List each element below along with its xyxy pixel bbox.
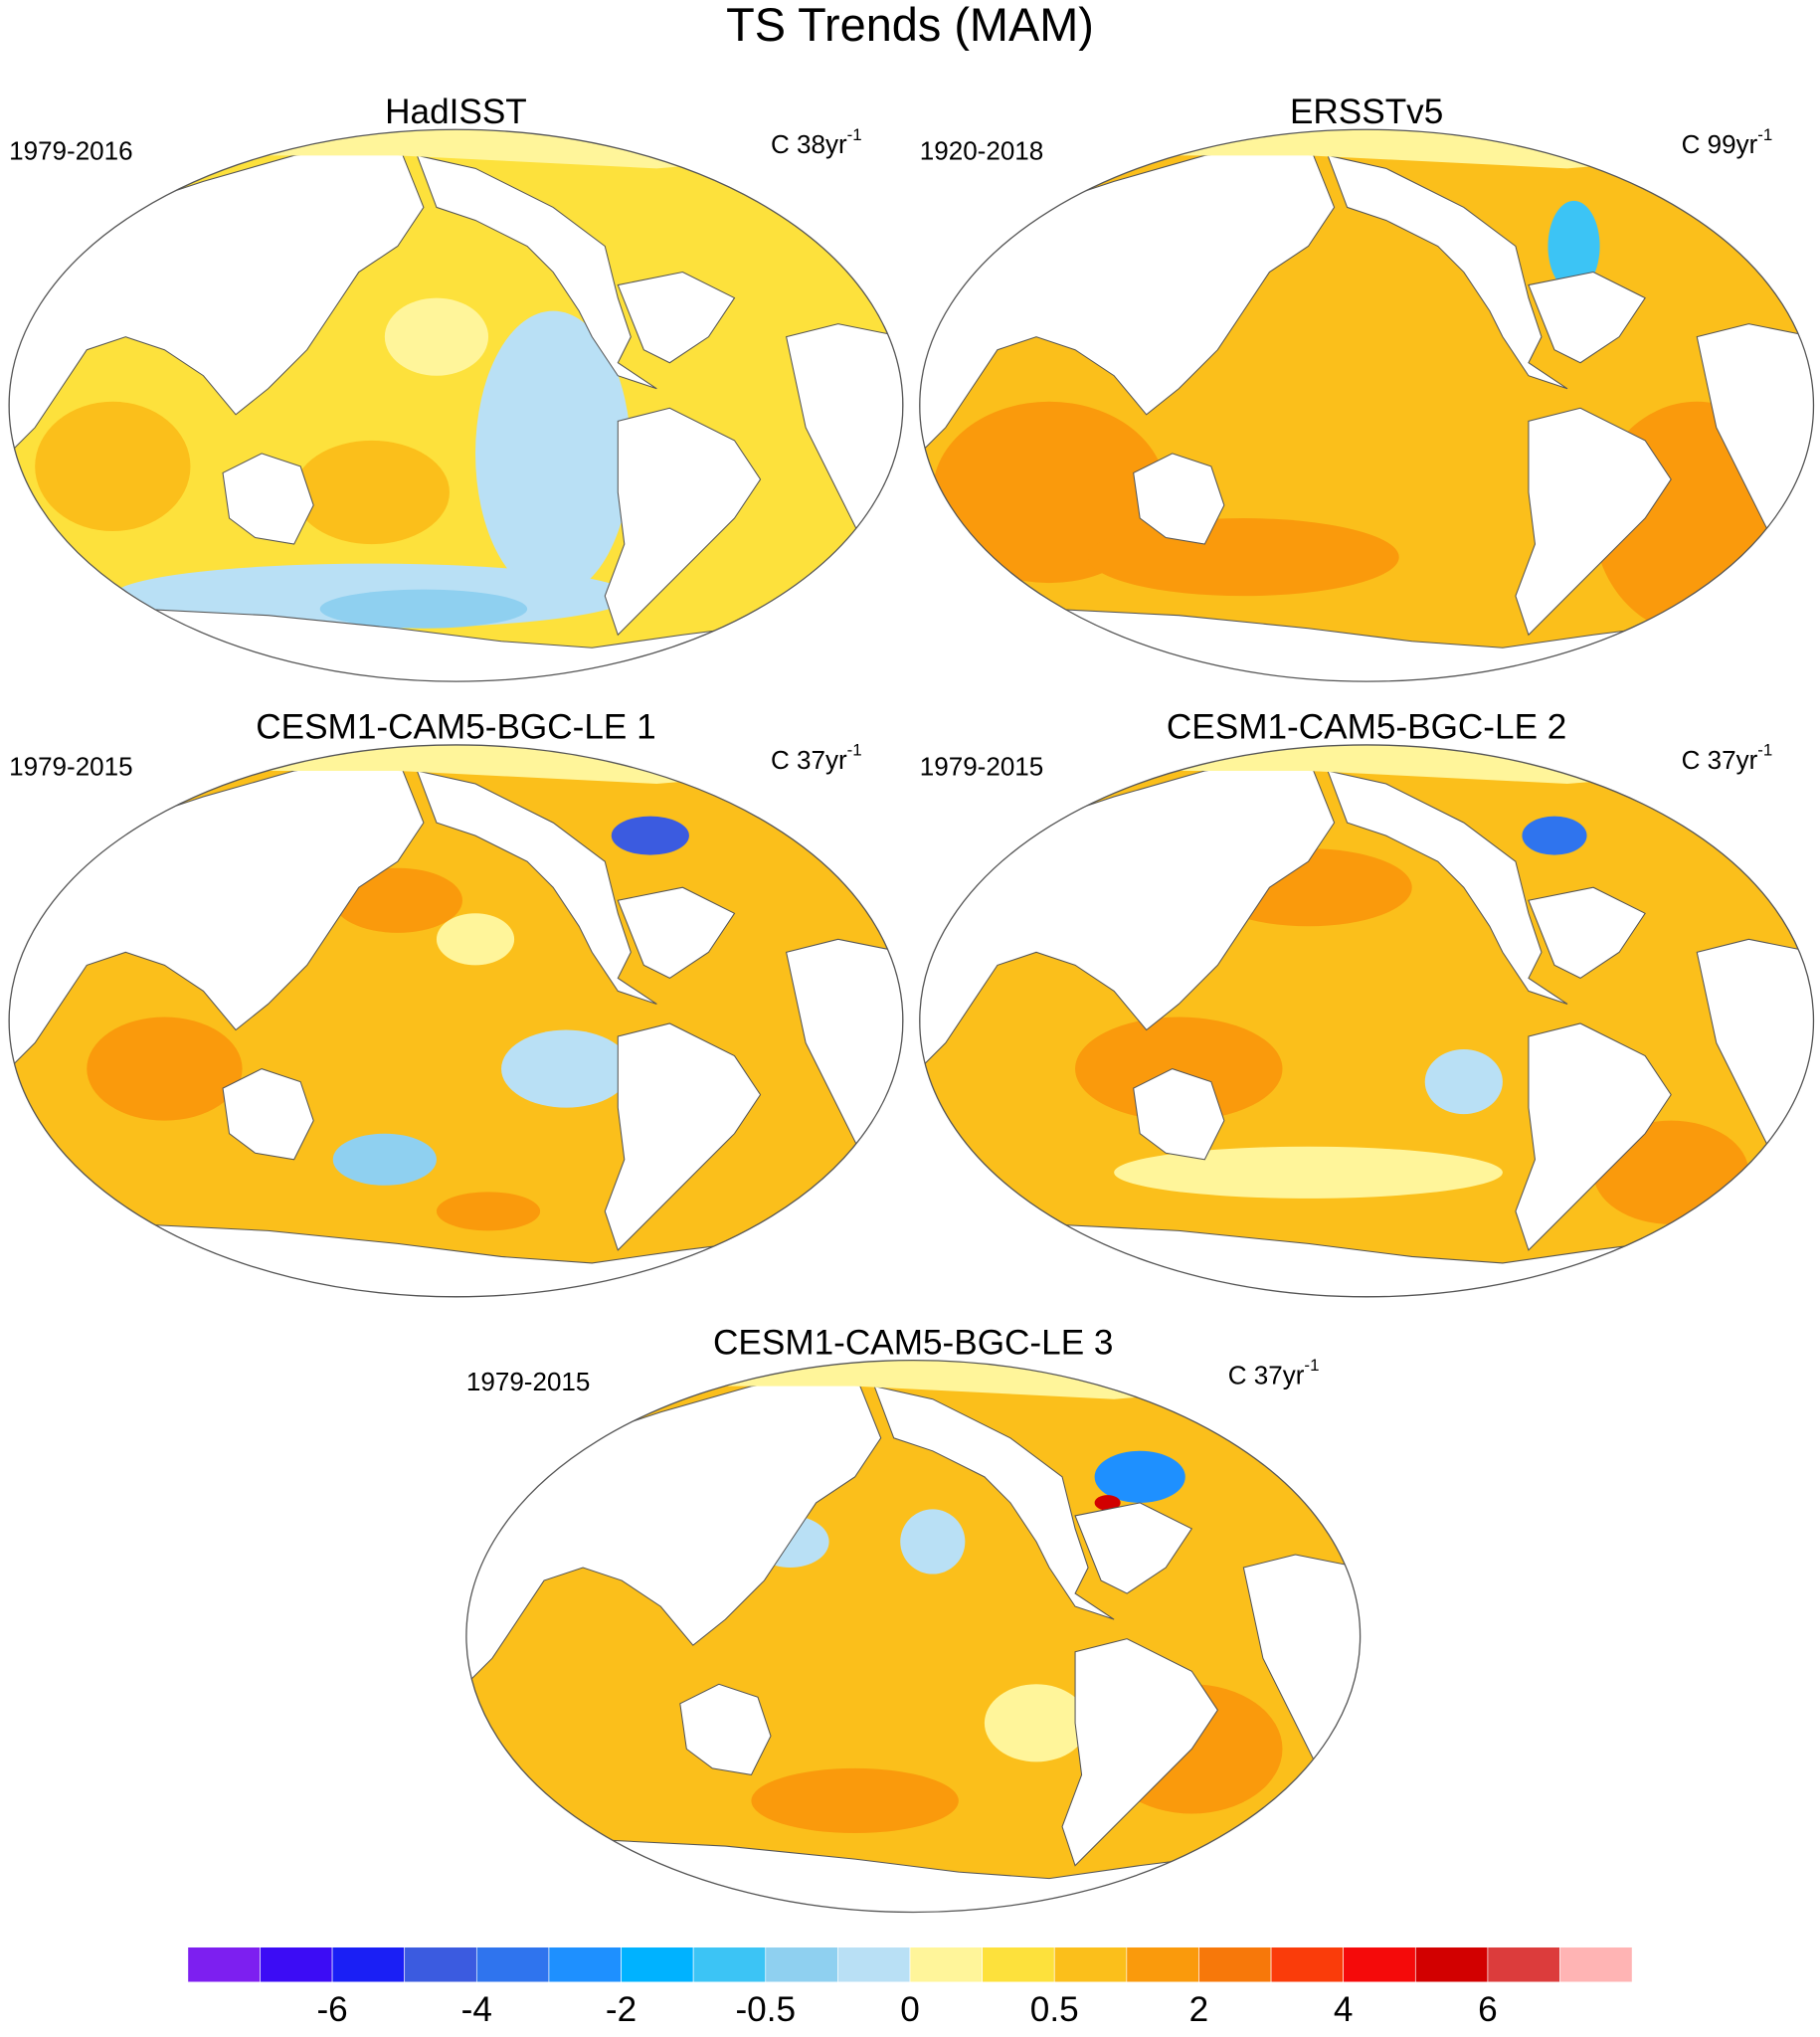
period-label: 1979-2015 — [466, 1367, 591, 1396]
map — [919, 129, 1814, 682]
trend-region — [319, 589, 528, 629]
trend-region — [984, 1684, 1089, 1762]
colorbar-box — [548, 1946, 622, 1983]
units-exponent: -1 — [847, 125, 862, 144]
colorbar-tick-label: 0.5 — [1030, 1990, 1079, 2029]
map-panel: ERSSTv5 1920-2018 C 99yr-1 — [919, 93, 1815, 682]
period-label: 1920-2018 — [920, 136, 1044, 166]
colorbar-box — [1343, 1946, 1416, 1983]
trend-region — [1094, 1495, 1121, 1511]
colorbar-box — [260, 1946, 333, 1983]
panel-title: CESM1-CAM5-BGC-LE 2 — [1167, 708, 1566, 747]
trend-region — [35, 401, 191, 532]
map-border — [8, 128, 904, 682]
colorbar-box — [982, 1946, 1055, 1983]
trend-region — [501, 1029, 632, 1108]
units: C 37yr — [1228, 1360, 1305, 1389]
map — [9, 129, 903, 682]
panel-title: CESM1-CAM5-BGC-LE 1 — [256, 708, 655, 747]
trend-region — [611, 816, 689, 855]
trend-region — [932, 401, 1167, 584]
map-panel: CESM1-CAM5-BGC-LE 1 1979-2015 C 37yr-1 — [8, 708, 904, 1298]
units-exponent: -1 — [1757, 125, 1772, 144]
colorbar-box — [404, 1946, 477, 1983]
trend-region — [332, 1133, 437, 1186]
trend-region — [384, 297, 489, 376]
colorbar-tick-label: 4 — [1334, 1990, 1354, 2029]
trend-region — [436, 913, 515, 966]
period-label: 1979-2016 — [9, 136, 133, 166]
units: C 99yr — [1682, 129, 1758, 159]
panel-title: HadISST — [385, 93, 527, 131]
colorbar-box — [187, 1946, 261, 1983]
units-label: C 37yr-1 — [1228, 1357, 1320, 1390]
colorbar-box — [1053, 1946, 1128, 1983]
colorbar-box — [1487, 1946, 1560, 1983]
colorbar-tick-label: 0 — [900, 1990, 920, 2029]
colorbar-tick-label: 6 — [1478, 1990, 1498, 2029]
map-border — [8, 744, 904, 1298]
colorbar-box — [1270, 1946, 1345, 1983]
trend-region — [87, 1017, 243, 1121]
units-label: C 37yr-1 — [1682, 741, 1773, 775]
colorbar-tick-label: 2 — [1189, 1990, 1209, 2029]
colorbar-box — [765, 1946, 838, 1983]
units-exponent: -1 — [1304, 1357, 1319, 1376]
trend-region — [1088, 518, 1399, 597]
units: C 38yr — [771, 129, 847, 159]
map-border — [919, 744, 1815, 1298]
colorbar-box — [1198, 1946, 1272, 1983]
trend-region — [475, 310, 632, 597]
units-label: C 99yr-1 — [1682, 125, 1773, 159]
colorbar-box — [621, 1946, 694, 1983]
units-label: C 38yr-1 — [771, 125, 862, 159]
map — [919, 744, 1814, 1297]
map — [9, 744, 903, 1297]
units: C 37yr — [771, 745, 847, 775]
trend-region — [1075, 1017, 1283, 1121]
trend-region — [1547, 200, 1600, 292]
trend-region — [1094, 1450, 1185, 1503]
colorbar-box — [331, 1946, 406, 1983]
map-border — [919, 128, 1815, 682]
colorbar-tick-label: -6 — [316, 1990, 347, 2029]
colorbar-box — [692, 1946, 767, 1983]
colorbar-box — [909, 1946, 983, 1983]
colorbar-tick-label: -4 — [461, 1990, 492, 2029]
panel-title: CESM1-CAM5-BGC-LE 3 — [713, 1323, 1113, 1362]
trend-region — [293, 440, 450, 545]
trend-region — [900, 1509, 966, 1574]
colorbar-box — [475, 1946, 550, 1983]
trend-region — [1522, 816, 1587, 855]
colorbar-box — [1126, 1946, 1199, 1983]
map-border — [465, 1359, 1362, 1914]
units-label: C 37yr-1 — [771, 741, 862, 775]
map — [465, 1360, 1361, 1913]
colorbar-box — [837, 1946, 911, 1983]
map-panel: CESM1-CAM5-BGC-LE 2 1979-2015 C 37yr-1 — [919, 708, 1815, 1298]
units-exponent: -1 — [1757, 741, 1772, 760]
colorbar-tick-label: -2 — [606, 1990, 637, 2029]
map-panel: HadISST 1979-2016 C 38yr-1 — [8, 93, 904, 682]
period-label: 1979-2015 — [920, 751, 1044, 781]
trend-region — [1114, 1146, 1503, 1199]
trend-region — [436, 1192, 541, 1231]
period-label: 1979-2015 — [9, 751, 133, 781]
colorbar-box — [1559, 1946, 1633, 1983]
trend-region — [751, 1767, 959, 1834]
colorbar-tick-label: -0.5 — [735, 1990, 796, 2029]
trend-region — [332, 867, 462, 933]
panel-title: ERSSTv5 — [1290, 93, 1443, 131]
colorbar-box — [1414, 1946, 1489, 1983]
units: C 37yr — [1682, 745, 1758, 775]
trend-region — [1424, 1049, 1503, 1115]
units-exponent: -1 — [847, 741, 862, 760]
figure-title: TS Trends (MAM) — [726, 0, 1094, 51]
map-panel: CESM1-CAM5-BGC-LE 3 1979-2015 C 37yr-1 — [465, 1323, 1362, 1914]
